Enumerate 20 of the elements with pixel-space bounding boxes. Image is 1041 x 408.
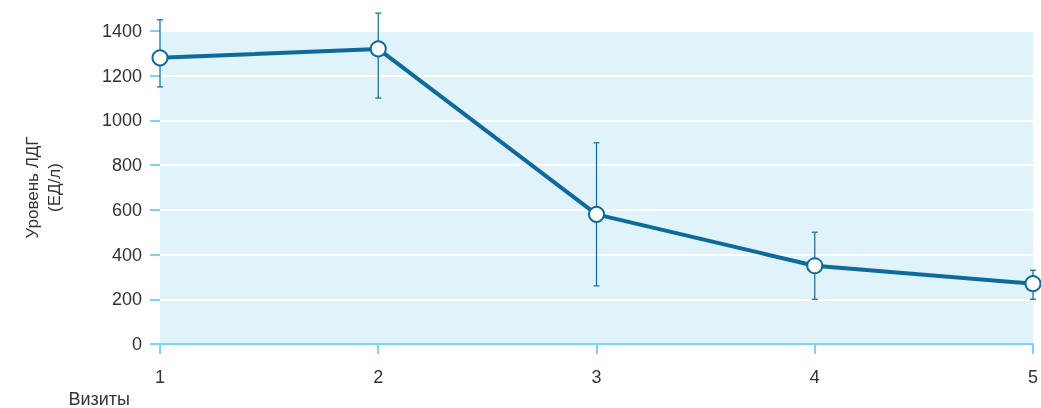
point bbox=[806, 257, 824, 275]
x-tick-label: 4 bbox=[809, 367, 820, 387]
x-tick-label: 1 bbox=[154, 367, 166, 387]
y-tick-label: 1000 bbox=[101, 110, 142, 131]
point bbox=[369, 40, 387, 58]
y-tick-label: 1200 bbox=[101, 65, 142, 86]
point bbox=[151, 49, 169, 67]
y-tick-label: 600 bbox=[111, 199, 142, 220]
x-tick-label: 3 bbox=[591, 367, 602, 387]
x-tick-label: 2 bbox=[373, 367, 384, 387]
y-tick-label: 400 bbox=[111, 244, 142, 265]
x-tick-label: 5 bbox=[1027, 367, 1038, 387]
point bbox=[588, 205, 605, 223]
point bbox=[1024, 275, 1041, 293]
x-axis-title: Визиты bbox=[68, 389, 130, 408]
y-tick-label: 800 bbox=[111, 155, 142, 176]
y-tick-label: 0 bbox=[131, 334, 142, 354]
y-axis-title: Уровень ЛДГ (ЕД/л) bbox=[22, 136, 64, 239]
y-tick-label: 1400 bbox=[101, 21, 142, 41]
y-tick-label: 200 bbox=[111, 289, 142, 310]
